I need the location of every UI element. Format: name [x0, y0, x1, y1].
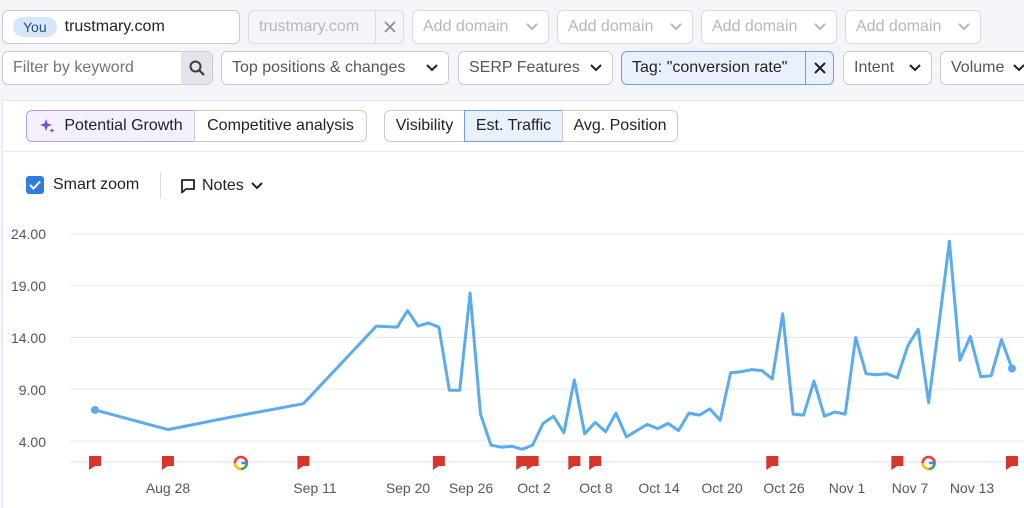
add-domain-2[interactable]: Add domain — [557, 10, 693, 44]
add-domain-1[interactable]: Add domain — [412, 10, 549, 44]
competitive-analysis-button[interactable]: Competitive analysis — [194, 110, 367, 142]
top-positions-label: Top positions & changes — [232, 59, 406, 76]
keyword-filter — [2, 51, 213, 85]
chevron-down-icon — [590, 64, 602, 72]
chevron-down-icon — [1013, 64, 1024, 72]
y-tick-label: 4.00 — [18, 434, 46, 450]
chevron-down-icon — [814, 23, 826, 31]
chevron-down-icon — [909, 64, 921, 72]
chevron-down-icon — [670, 23, 682, 31]
section-divider — [2, 151, 1024, 152]
metric-avg-position-label: Avg. Position — [573, 117, 667, 134]
top-positions-dropdown[interactable]: Top positions & changes — [221, 51, 449, 85]
search-button[interactable] — [181, 52, 212, 84]
serp-features-dropdown[interactable]: SERP Features — [458, 51, 613, 85]
metric-avg-position-tab[interactable]: Avg. Position — [562, 110, 678, 142]
your-domain-field[interactable]: You trustmary.com — [2, 10, 240, 44]
comment-icon — [181, 179, 195, 194]
x-tick-label: Oct 14 — [638, 480, 680, 496]
y-tick-label: 9.00 — [18, 382, 46, 398]
add-domain-4[interactable]: Add domain — [845, 10, 981, 44]
serp-features-label: SERP Features — [469, 59, 580, 76]
intent-label: Intent — [854, 59, 895, 76]
metric-est-traffic-label: Est. Traffic — [475, 117, 552, 134]
volume-dropdown[interactable]: Volume — [940, 51, 1024, 85]
sparkle-icon — [40, 119, 55, 133]
y-tick-label: 14.00 — [10, 330, 46, 346]
add-domain-label: Add domain — [423, 18, 509, 35]
add-domain-label: Add domain — [712, 18, 798, 35]
x-tick-label: Oct 2 — [517, 480, 551, 496]
metric-visibility-label: Visibility — [395, 117, 454, 134]
smart-zoom-checkbox[interactable] — [26, 176, 44, 194]
tag-filter-chip[interactable]: Tag: "conversion rate" — [621, 51, 834, 85]
competitive-analysis-label: Competitive analysis — [207, 117, 354, 134]
compare-domain-field[interactable]: trustmary.com — [248, 10, 404, 44]
chevron-down-icon — [958, 23, 970, 31]
chevron-down-icon — [426, 64, 438, 72]
metric-visibility-tab[interactable]: Visibility — [384, 110, 465, 142]
y-tick-label: 19.00 — [10, 278, 46, 294]
x-tick-label: Nov 7 — [891, 480, 929, 496]
x-tick-label: Oct 26 — [763, 480, 805, 496]
compare-domain-name: trustmary.com — [259, 18, 360, 35]
x-tick-label: Nov 13 — [949, 480, 995, 496]
search-icon — [189, 60, 205, 76]
x-tick-label: Sep 26 — [448, 480, 494, 496]
tag-filter-label: Tag: "conversion rate" — [632, 59, 788, 76]
you-badge: You — [13, 17, 57, 37]
y-tick-label: 24.00 — [10, 226, 46, 242]
add-domain-3[interactable]: Add domain — [701, 10, 837, 44]
chart-card — [2, 100, 1024, 508]
metric-est-traffic-tab[interactable]: Est. Traffic — [464, 110, 563, 142]
x-tick-label: Sep 20 — [385, 480, 431, 496]
remove-tag-button[interactable] — [805, 52, 833, 84]
intent-dropdown[interactable]: Intent — [843, 51, 932, 85]
potential-growth-label: Potential Growth — [64, 117, 183, 134]
x-tick-label: Oct 20 — [701, 480, 743, 496]
smart-zoom-label: Smart zoom — [53, 176, 140, 193]
chevron-down-icon — [526, 23, 538, 31]
keyword-filter-input[interactable] — [3, 52, 181, 84]
notes-label: Notes — [202, 177, 244, 194]
toolbar-divider — [160, 172, 161, 198]
checkmark-icon — [29, 180, 41, 190]
x-tick-label: Aug 28 — [145, 480, 191, 496]
potential-growth-button[interactable]: Potential Growth — [26, 110, 195, 142]
x-tick-label: Sep 11 — [293, 480, 337, 496]
your-domain-name: trustmary.com — [64, 18, 165, 35]
chevron-down-icon — [251, 182, 263, 190]
x-tick-label: Oct 8 — [579, 480, 613, 496]
close-icon — [813, 62, 826, 74]
notes-dropdown[interactable]: Notes — [180, 175, 272, 197]
volume-label: Volume — [951, 59, 1005, 76]
add-domain-label: Add domain — [568, 18, 654, 35]
x-tick-label: Nov 1 — [828, 480, 866, 496]
close-icon — [383, 21, 396, 33]
remove-domain-button[interactable] — [375, 11, 403, 43]
add-domain-label: Add domain — [856, 18, 942, 35]
